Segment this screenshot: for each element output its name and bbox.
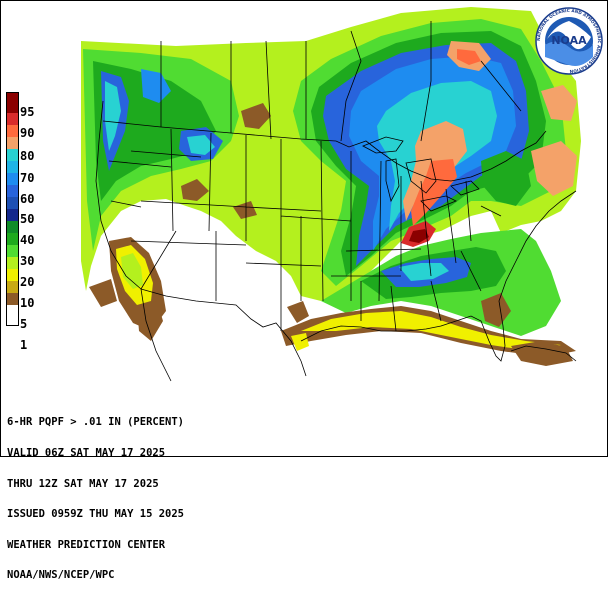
field-quebec-90 [457, 49, 481, 65]
field-southeast-80 [399, 263, 449, 281]
caption-issued: ISSUED 0959Z THU MAY 15 2025 [7, 508, 185, 521]
legend-swatch-20 [6, 245, 19, 257]
legend-label-20: 20 [20, 275, 35, 289]
field-florida-1 [481, 293, 511, 327]
map-frame: 95 90 80 70 60 50 40 30 20 10 5 1 6-HR P… [0, 0, 608, 581]
legend-swatch-70 [6, 173, 19, 185]
field-sw-1 [89, 279, 117, 307]
legend-swatch-85 [6, 137, 19, 149]
legend-swatch-3 [6, 281, 19, 293]
legend-swatch-5 [6, 269, 19, 281]
field-texas-5 [291, 333, 309, 351]
noaa-logo-text: NOAA [551, 34, 587, 47]
us-canada-border [102, 120, 547, 182]
noaa-logo: NOAA NATIONAL OCEANIC AND ATMOSPHERIC AD… [535, 7, 603, 75]
map-caption: 6-HR PQPF > .01 IN (PERCENT) VALID 06Z S… [7, 397, 184, 601]
legend-swatch-75 [6, 161, 19, 173]
probability-fields [81, 7, 581, 366]
field-caribbean-1 [511, 341, 573, 366]
legend-label-95: 95 [20, 105, 35, 119]
province-lines [160, 21, 522, 142]
field-central-1b [233, 201, 257, 219]
field-texas-1 [287, 301, 309, 323]
legend-swatch-10 [6, 257, 19, 269]
us-mexico-border [140, 288, 302, 362]
pqpf-map [81, 7, 581, 382]
field-central-1 [181, 179, 209, 201]
legend-label-60: 60 [20, 192, 35, 206]
legend-swatch-1 [6, 293, 19, 305]
field-north-1-edge [241, 103, 271, 129]
field-greatlakes-max [409, 229, 429, 243]
legend-swatch-40 [6, 209, 19, 221]
legend-swatch-30 [6, 233, 19, 245]
field-calif-10 [121, 253, 143, 289]
legend-label-10: 10 [20, 296, 35, 310]
coastlines [95, 100, 577, 382]
legend-swatch-50 [6, 197, 19, 209]
legend-label-90: 90 [20, 126, 35, 140]
caption-valid: VALID 06Z SAT MAY 17 2025 [7, 447, 166, 460]
state-lines [108, 128, 502, 332]
caption-thru: THRU 12Z SAT MAY 17 2025 [7, 477, 159, 490]
legend [6, 92, 19, 326]
field-ne-coast-85 [531, 141, 577, 196]
legend-label-50: 50 [20, 212, 35, 226]
legend-swatch-90 [6, 125, 19, 137]
legend-swatch-0 [6, 305, 19, 326]
field-greatlakes-90 [411, 159, 457, 226]
field-pnw-80 [105, 81, 121, 151]
legend-label-5: 5 [20, 317, 28, 331]
caption-agency: NOAA/NWS/NCEP/WPC [7, 569, 115, 582]
legend-label-30: 30 [20, 254, 35, 268]
field-gulfcoast-5 [301, 311, 561, 351]
field-maritimes-85 [541, 85, 577, 121]
legend-label-80: 80 [20, 149, 35, 163]
legend-label-1: 1 [20, 338, 28, 352]
caption-center: WEATHER PREDICTION CENTER [7, 538, 166, 551]
caption-title: 6-HR PQPF > .01 IN (PERCENT) [7, 416, 185, 429]
great-lakes [362, 136, 480, 212]
legend-label-70: 70 [20, 171, 35, 185]
field-northrockies-80 [187, 135, 215, 155]
field-baja-1 [137, 301, 163, 341]
legend-swatch-35 [6, 221, 19, 233]
boundaries [95, 21, 577, 382]
legend-swatch-60 [6, 185, 19, 197]
legend-label-40: 40 [20, 233, 35, 247]
legend-swatch-95 [6, 92, 19, 113]
field-ne-coast-30 [481, 151, 531, 206]
field-pnw-70 [141, 69, 171, 103]
legend-swatch-92 [6, 113, 19, 125]
legend-swatch-80 [6, 149, 19, 161]
